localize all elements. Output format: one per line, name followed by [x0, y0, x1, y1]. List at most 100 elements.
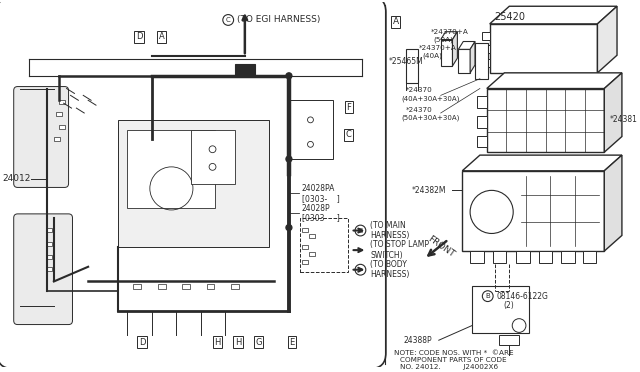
Text: A: A	[392, 17, 399, 26]
Polygon shape	[490, 6, 617, 24]
Polygon shape	[487, 89, 604, 152]
Text: *24382M: *24382M	[412, 186, 446, 195]
Text: *24370+A: *24370+A	[419, 45, 457, 51]
Polygon shape	[470, 251, 484, 263]
Text: (TO MAIN
HARNESS): (TO MAIN HARNESS)	[370, 221, 410, 240]
Polygon shape	[539, 251, 552, 263]
Text: 24028PA: 24028PA	[301, 184, 335, 193]
Polygon shape	[482, 32, 490, 39]
Polygon shape	[452, 32, 458, 66]
Circle shape	[286, 156, 292, 162]
Polygon shape	[597, 6, 617, 73]
Text: (TO EGI HARNESS): (TO EGI HARNESS)	[237, 16, 321, 25]
Text: (50A): (50A)	[434, 36, 454, 43]
Bar	[499, 335, 519, 345]
Text: *24370: *24370	[406, 87, 432, 93]
Polygon shape	[477, 116, 487, 128]
Polygon shape	[604, 155, 622, 251]
Text: 25420: 25420	[495, 12, 525, 22]
Text: (40A): (40A)	[422, 53, 442, 60]
Polygon shape	[583, 251, 596, 263]
Text: F: F	[346, 103, 351, 112]
Text: [0303-    ]: [0303- ]	[301, 194, 339, 203]
Text: NOTE: CODE NOS. WITH *  ©ARE: NOTE: CODE NOS. WITH * ©ARE	[394, 350, 513, 356]
Text: (2): (2)	[504, 301, 514, 311]
Bar	[300, 218, 348, 272]
Text: A: A	[159, 32, 164, 41]
Polygon shape	[462, 155, 622, 171]
Bar	[301, 228, 308, 231]
Text: 24012: 24012	[2, 174, 30, 183]
Bar	[289, 100, 333, 159]
Bar	[54, 138, 60, 141]
FancyBboxPatch shape	[13, 87, 68, 187]
Text: *24370: *24370	[406, 107, 432, 113]
Text: H: H	[235, 338, 241, 347]
Bar	[56, 112, 61, 116]
Polygon shape	[604, 73, 622, 152]
Text: *24381: *24381	[610, 115, 638, 124]
Text: (TO STOP LAMP
SWITCH): (TO STOP LAMP SWITCH)	[370, 240, 429, 260]
Bar	[191, 130, 235, 183]
Text: NO. 24012.          J24002X6: NO. 24012. J24002X6	[399, 364, 498, 370]
Polygon shape	[561, 251, 575, 263]
Bar	[235, 64, 255, 76]
Text: *25465M: *25465M	[389, 57, 424, 65]
Bar	[59, 100, 65, 104]
Bar	[472, 286, 529, 333]
Polygon shape	[441, 39, 452, 66]
Bar	[46, 267, 52, 271]
Text: FRONT: FRONT	[426, 235, 456, 260]
Bar	[310, 234, 316, 238]
Polygon shape	[477, 96, 487, 108]
Polygon shape	[458, 49, 470, 73]
Text: D: D	[136, 32, 142, 41]
Text: 24388P: 24388P	[403, 336, 432, 345]
Text: H: H	[214, 338, 221, 347]
Polygon shape	[406, 49, 418, 83]
Bar	[118, 120, 269, 247]
Polygon shape	[462, 171, 604, 251]
Text: (TO BODY
HARNESS): (TO BODY HARNESS)	[370, 260, 410, 279]
Text: a: a	[358, 267, 362, 272]
Bar	[127, 130, 216, 208]
Text: C: C	[226, 17, 230, 23]
Text: *24370+A: *24370+A	[431, 29, 469, 35]
Bar	[133, 285, 141, 289]
Bar	[207, 285, 214, 289]
Text: C: C	[346, 130, 351, 139]
Polygon shape	[493, 251, 506, 263]
Bar	[301, 245, 308, 249]
Polygon shape	[482, 45, 490, 53]
Text: E: E	[289, 338, 294, 347]
Text: G: G	[255, 338, 262, 347]
Text: COMPONENT PARTS OF CODE: COMPONENT PARTS OF CODE	[399, 357, 506, 363]
Bar	[301, 260, 308, 264]
Text: [0303-    ]: [0303- ]	[301, 213, 339, 222]
Bar	[59, 125, 65, 129]
Polygon shape	[516, 251, 530, 263]
Polygon shape	[458, 42, 475, 49]
Polygon shape	[475, 44, 488, 79]
Bar	[310, 252, 316, 256]
Text: D: D	[139, 338, 145, 347]
Polygon shape	[441, 32, 458, 39]
Polygon shape	[487, 73, 622, 89]
FancyBboxPatch shape	[13, 214, 72, 324]
Bar	[46, 242, 52, 246]
Bar	[231, 285, 239, 289]
Text: 08146-6122G: 08146-6122G	[497, 292, 548, 301]
Text: B: B	[485, 293, 490, 299]
Bar	[46, 228, 52, 231]
Polygon shape	[482, 59, 490, 67]
Polygon shape	[477, 135, 487, 147]
Bar	[182, 285, 190, 289]
FancyBboxPatch shape	[0, 0, 386, 369]
Text: G: G	[358, 228, 363, 234]
Circle shape	[286, 73, 292, 79]
Text: 24028P: 24028P	[301, 203, 330, 212]
Bar	[157, 285, 166, 289]
Text: (50A+30A+30A): (50A+30A+30A)	[401, 115, 460, 121]
Bar	[46, 255, 52, 259]
Polygon shape	[470, 42, 475, 73]
